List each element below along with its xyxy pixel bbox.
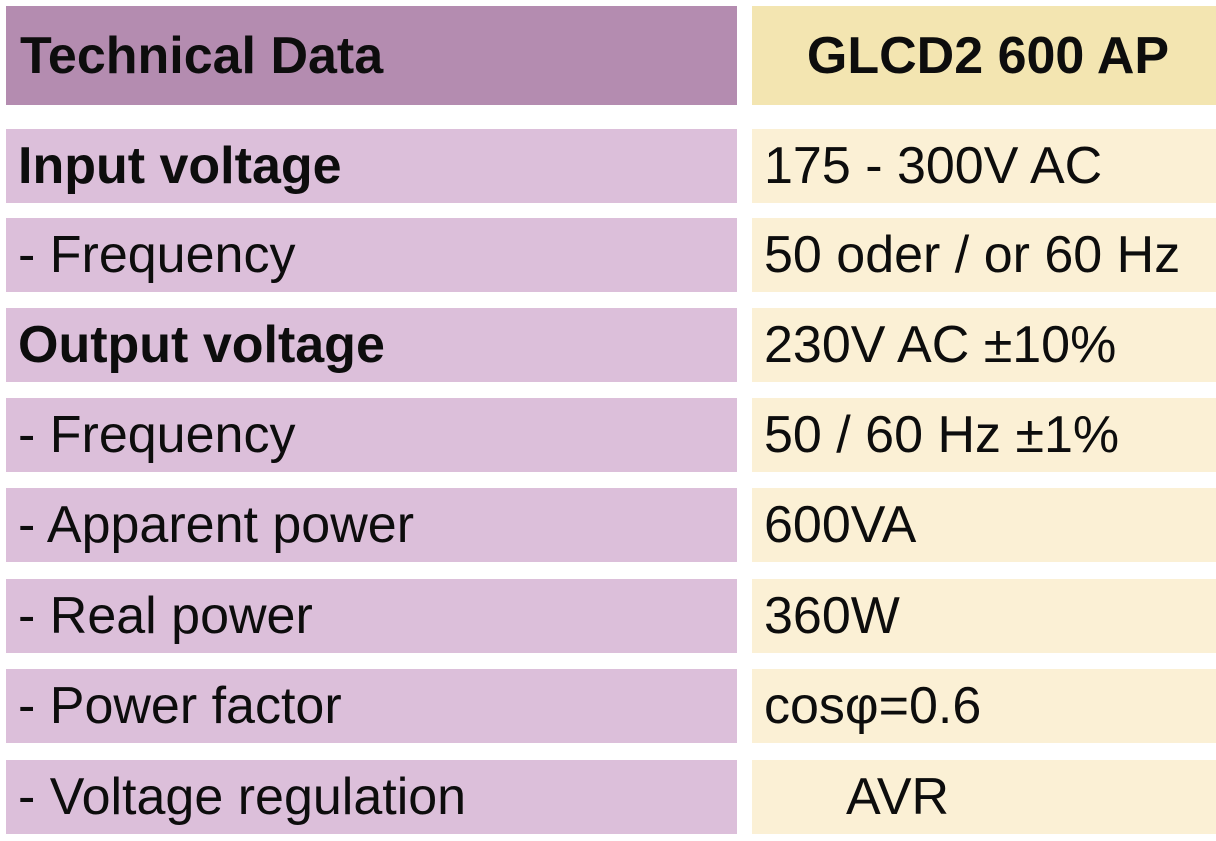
header-label: Technical Data <box>20 26 384 85</box>
row-value: 50 oder / or 60 Hz <box>764 226 1181 284</box>
row-label: - Real power <box>18 587 313 645</box>
row-label: - Power factor <box>18 677 342 735</box>
row-value-real-power: 360W <box>752 579 1216 653</box>
row-value: cosφ=0.6 <box>764 677 982 735</box>
row-value: 230V AC ±10% <box>764 316 1117 374</box>
row-label-apparent-power: - Apparent power <box>6 488 737 562</box>
row-value: 175 - 300V AC <box>764 137 1103 195</box>
row-value-apparent-power: 600VA <box>752 488 1216 562</box>
row-label: Input voltage <box>18 137 342 195</box>
row-label-power-factor: - Power factor <box>6 669 737 743</box>
row-label-output-frequency: - Frequency <box>6 398 737 472</box>
row-label-output-voltage: Output voltage <box>6 308 737 382</box>
header-label-cell: Technical Data <box>6 6 737 105</box>
row-value: 600VA <box>764 496 917 554</box>
row-label: - Voltage regulation <box>18 768 467 826</box>
row-value-output-frequency: 50 / 60 Hz ±1% <box>752 398 1216 472</box>
row-label: - Frequency <box>18 226 296 284</box>
row-value: AVR <box>846 768 950 826</box>
row-value-input-frequency: 50 oder / or 60 Hz <box>752 218 1216 292</box>
row-value: 360W <box>764 587 900 645</box>
row-label-voltage-regulation: - Voltage regulation <box>6 760 737 834</box>
row-value: 50 / 60 Hz ±1% <box>764 406 1120 464</box>
row-label: Output voltage <box>18 316 385 374</box>
row-value-voltage-regulation: AVR <box>752 760 1216 834</box>
row-label-input-voltage: Input voltage <box>6 129 737 203</box>
header-model: GLCD2 600 AP <box>806 26 1170 85</box>
row-label: - Frequency <box>18 406 296 464</box>
row-value-power-factor: cosφ=0.6 <box>752 669 1216 743</box>
row-label-input-frequency: - Frequency <box>6 218 737 292</box>
row-value-input-voltage: 175 - 300V AC <box>752 129 1216 203</box>
row-label-real-power: - Real power <box>6 579 737 653</box>
row-label: - Apparent power <box>18 496 415 554</box>
row-value-output-voltage: 230V AC ±10% <box>752 308 1216 382</box>
header-model-cell: GLCD2 600 AP <box>752 6 1216 105</box>
